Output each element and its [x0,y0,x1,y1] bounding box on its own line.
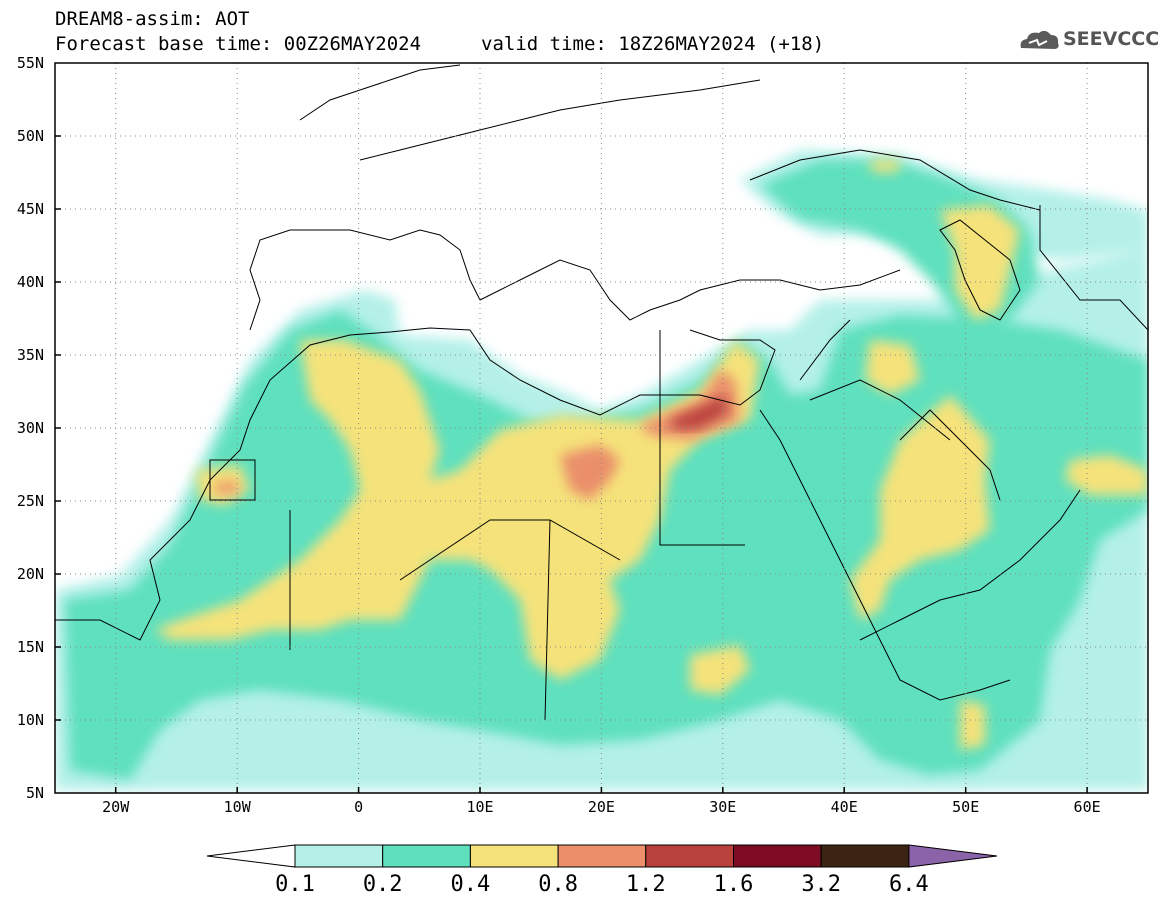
colorbar-segment [645,844,734,868]
colorbar-under-arrow [206,844,296,868]
colorbar-over-arrow [908,844,998,868]
colorbar-segment [469,844,559,868]
lon-label: 60E [1073,798,1101,816]
colorbar-segment [557,844,647,868]
lon-label: 10E [466,798,494,816]
lat-label: 45N [16,200,44,218]
lat-label: 15N [16,638,44,656]
lon-label: 40E [830,798,858,816]
seevccc-logo-text: SEEVCCC [1063,28,1160,50]
lat-label: 10N [16,711,44,729]
colorbar-segment [382,844,471,868]
colorbar-level-label: 0.1 [275,872,315,897]
coastlines [55,64,1148,721]
colorbar-level-label: 1.6 [713,872,754,897]
colorbar-level-label: 0.2 [362,872,403,897]
aot-level-0.4 [155,160,1148,750]
lat-label: 40N [16,273,44,291]
valid-time: valid time: 18Z26MAY2024 (+18) [481,33,825,55]
colorbar-level-label: 6.4 [889,872,929,897]
lon-label: 10W [223,798,251,816]
colorbar-segment [820,844,910,868]
axis-ticks [55,135,1088,793]
lon-label: 0 [354,798,364,816]
colorbar-segment [733,844,822,868]
colorbar-level-label: 0.4 [450,872,491,897]
forecast-base-time: Forecast base time: 00Z26MAY2024 [55,33,422,55]
colorbar-level-label: 3.2 [801,872,842,897]
lon-label: 20E [587,798,615,816]
lat-label: 25N [16,492,44,510]
cloud-logo-icon [1020,30,1059,49]
colorbar-segment [294,844,384,868]
colorbar-level-label: 1.2 [625,872,666,897]
lat-label: 50N [16,127,44,145]
lat-label: 30N [16,419,44,437]
lon-label: 50E [952,798,980,816]
lat-label: 5N [25,784,44,802]
aot-level-1.2 [670,395,728,430]
lat-label: 20N [16,565,44,583]
aot-level-0.8 [215,370,740,500]
lat-label: 35N [16,346,44,364]
gridlines [55,63,1148,793]
colorbar [206,844,998,868]
lon-label: 30E [709,798,737,816]
lon-label: 20W [102,798,130,816]
lat-label: 55N [16,54,44,72]
map-title: DREAM8-assim: AOT [55,8,250,30]
colorbar-level-label: 0.8 [538,872,578,897]
